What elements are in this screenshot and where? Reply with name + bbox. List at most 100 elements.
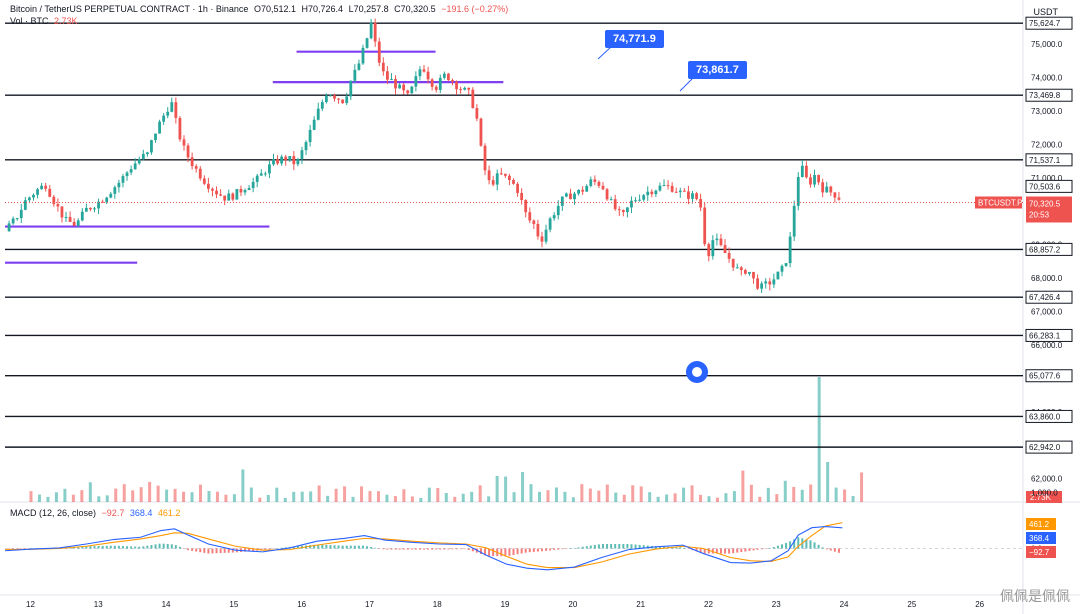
macd-histogram-bar [366,546,369,549]
callout-upper[interactable]: 74,771.9 [605,30,664,48]
tradingview-logo-icon-inner [692,367,702,377]
macd-histogram-bar [333,545,336,549]
macd-histogram-bar [337,545,340,549]
candle-body [255,175,259,182]
level-tag [1025,369,1073,383]
macd-histogram-bar [215,548,218,554]
volume-bar [800,489,804,502]
macd-signal-tag [1026,518,1056,530]
candle-body [560,196,564,206]
volume-bar [732,491,736,502]
callout-upper-leader [597,45,613,60]
candle-body [788,236,792,264]
candle-body [556,205,560,216]
low-value: L70,257.8 [348,4,389,14]
candle-body [605,189,609,200]
candle-body [251,181,255,189]
candle-body [564,193,568,197]
volume-bar [224,494,228,502]
candle-body [451,80,454,82]
macd-histogram-bar [443,548,446,550]
macd-histogram-bar [268,548,271,550]
volume-bar [165,489,169,502]
volume-bar [199,484,202,502]
macd-histogram-bar [207,548,210,554]
volume-label[interactable]: Vol · BTC [10,16,49,26]
macd-histogram-bar [500,548,503,557]
volume-bar [656,496,660,502]
candle-body [268,164,271,174]
price-tick-label: 74,000.0 [1031,74,1063,83]
candle-body [385,71,389,80]
macd-histogram-bar [736,548,739,553]
macd-histogram-bar [349,545,352,549]
volume-bar [741,470,745,502]
macd-histogram-bar [260,548,263,551]
candle-body [308,129,312,143]
volume-bar [554,487,558,502]
candle-body [678,190,682,193]
volume-bar [571,497,575,502]
volume-bar [699,494,703,502]
candle-body [64,216,68,218]
candle-body [581,189,585,192]
candle-body [194,166,198,169]
macd-histogram-bar [829,548,832,551]
time-tick-label: 19 [501,600,510,609]
macd-histogram-bar [776,545,779,549]
candle-body [89,207,92,210]
candle-body [776,271,780,280]
price-tick-label: 71,000.0 [1031,174,1063,183]
candle-body [804,165,808,178]
volume-bar [682,487,686,502]
macd-histogram-bar [540,548,543,552]
macd-histogram-bar [109,545,112,549]
candle-body [377,41,381,63]
macd-histogram-bar [101,545,104,549]
candle-body [674,191,678,193]
candle-body [772,279,776,285]
level-tag [1025,242,1073,256]
macd-histogram-bar [435,548,438,550]
macd-label[interactable]: MACD (12, 26, close) [10,508,97,518]
candle-body [699,199,703,208]
level-tag [1025,409,1073,423]
candle-body [569,193,572,200]
macd-histogram-bar [406,548,409,550]
candle-body [296,159,300,165]
volume-bar [529,484,533,502]
macd-histogram-bar [573,547,576,549]
macd-histogram-bar [569,548,572,549]
macd-histogram-bar [296,546,299,549]
candle-body [284,156,288,161]
candle-body [239,189,243,193]
volume-bar [114,488,118,502]
level-tag-label: 62,942.0 [1029,443,1061,452]
callout-lower[interactable]: 73,861.7 [688,61,747,79]
candle-body [162,115,166,122]
candle-body [438,77,442,90]
candle-body [752,271,755,279]
macd-histogram-bar [77,546,80,549]
candle-body [105,197,109,203]
time-tick-label: 26 [975,600,984,609]
price-tag-label: 70,503.6 [1029,182,1061,191]
macd-macd-tag-label: 368.4 [1029,534,1050,543]
symbol-label[interactable]: Bitcoin / TetherUS PERPETUAL CONTRACT · … [10,4,249,14]
candle-body [182,139,186,146]
macd-histogram-bar [418,548,421,550]
candle-body [56,204,60,207]
candle-body [512,179,515,184]
candle-body [434,86,438,90]
macd-histogram-bar [24,548,27,549]
price-tick-label: 68,000.0 [1031,274,1063,283]
candle-body [231,193,235,200]
volume-bar [156,485,160,502]
candle-body [292,156,296,165]
candle-body [337,98,340,100]
last-price-label: 70,320.5 [1029,199,1061,208]
time-tick-label: 14 [162,600,171,609]
currency-label[interactable]: USDT [1033,7,1059,17]
macd-histogram-bar [182,548,185,549]
